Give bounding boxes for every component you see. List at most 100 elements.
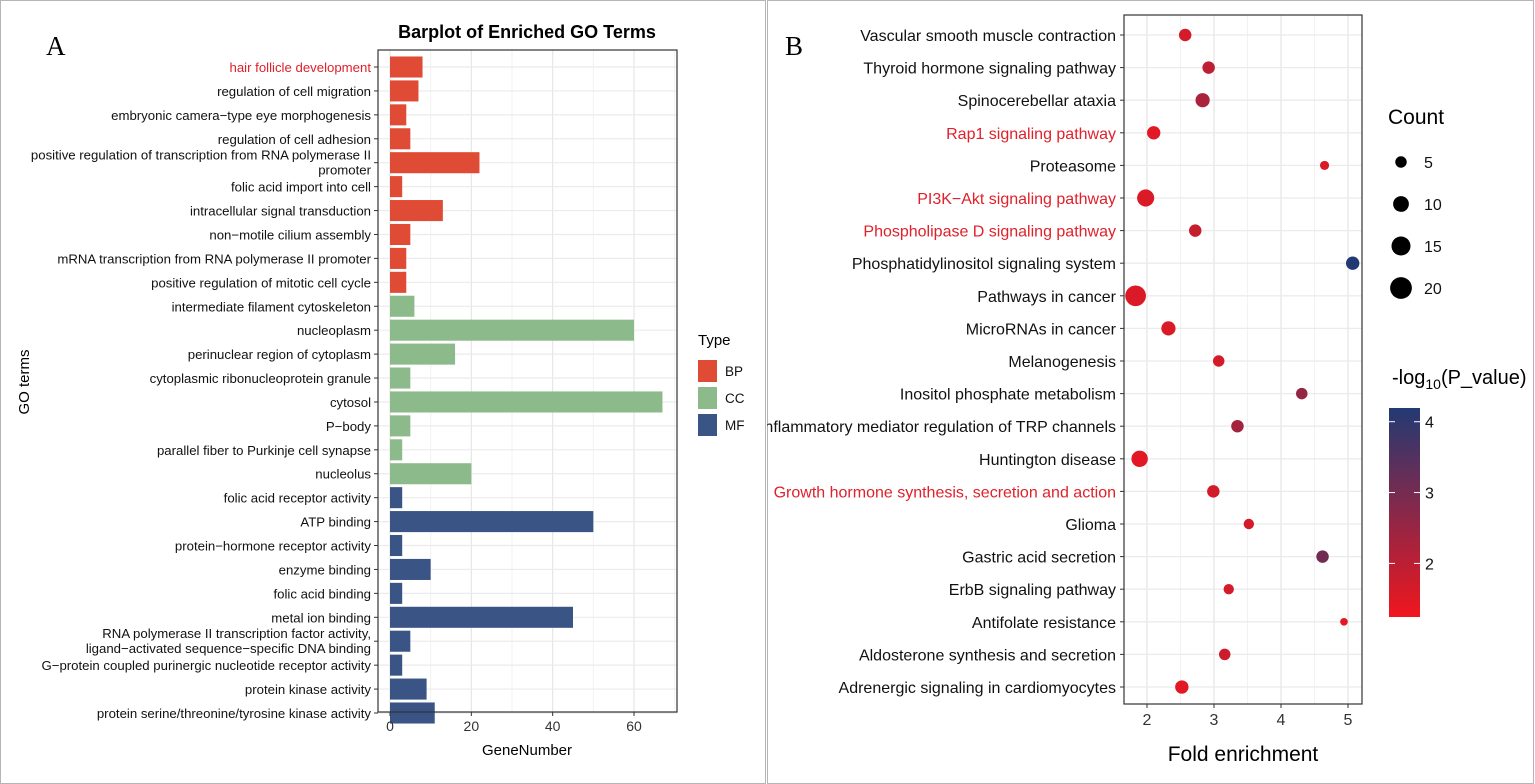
bar: [390, 367, 411, 389]
panel-b-x-axis-label: Fold enrichment: [1168, 743, 1319, 766]
y-tick-label: Rap1 signaling pathway: [946, 126, 1116, 143]
x-tick-label: 0: [386, 718, 394, 734]
legend-swatch: [698, 387, 717, 409]
point: [1178, 28, 1192, 42]
point: [1243, 518, 1255, 530]
panel-b-plot-border: [1123, 14, 1363, 705]
color-legend-bar: [1389, 408, 1420, 617]
y-tick-label: G−protein coupled purinergic nucleotide …: [41, 658, 371, 673]
panel-b-size-legend-title: Count: [1388, 106, 1444, 129]
size-legend-label: 15: [1424, 239, 1442, 256]
y-tick-label: nucleoplasm: [297, 323, 371, 338]
point: [1175, 680, 1189, 694]
panel-b-plot: Vascular smooth muscle contraction Thyroi…: [767, 14, 1442, 729]
y-tick-label: cytoplasmic ribonucleoprotein granule: [150, 371, 371, 386]
y-tick-label: mRNA transcription from RNA polymerase I…: [57, 251, 371, 266]
legend-label: BP: [725, 364, 743, 379]
point: [1131, 450, 1148, 468]
bar: [390, 200, 443, 222]
bar: [390, 56, 423, 78]
y-tick-label: positive regulation of mitotic cell cycl…: [151, 275, 371, 290]
y-tick-label: non−motile cilium assembly: [209, 227, 371, 242]
y-tick-label: enzyme binding: [279, 562, 371, 577]
point: [1137, 189, 1155, 207]
bar: [390, 104, 407, 126]
y-tick-label: regulation of cell migration: [217, 84, 371, 99]
y-tick-label-line: positive regulation of transcription fro…: [31, 148, 371, 163]
size-legend-dot: [1395, 156, 1407, 168]
point: [1218, 648, 1231, 661]
size-legend-dot: [1390, 277, 1412, 299]
y-tick-label: Pathways in cancer: [977, 289, 1116, 306]
panel-b-chart: B Fold enrichment Count -log10(P_value) …: [767, 0, 1534, 784]
y-tick-label: parallel fiber to Purkinje cell synapse: [157, 443, 371, 458]
y-tick-label: Inflammatory mediator regulation of TRP …: [767, 419, 1116, 436]
bar: [390, 128, 411, 150]
size-legend-dot: [1393, 196, 1409, 212]
y-tick-label: protein−hormone receptor activity: [175, 539, 371, 554]
point: [1202, 61, 1215, 74]
y-tick-label: positive regulation of transcription fro…: [31, 148, 372, 178]
color-legend-title-prefix: -log: [1392, 367, 1425, 389]
size-legend-label: 5: [1424, 155, 1433, 172]
color-legend-label: 2: [1425, 556, 1434, 573]
y-tick-label: Spinocerebellar ataxia: [958, 93, 1116, 110]
panel-b-plot-background: [1124, 15, 1362, 704]
color-legend-title-sub: 10: [1425, 376, 1441, 392]
y-tick-label: ATP binding: [300, 515, 371, 530]
y-tick-label: Phospholipase D signaling pathway: [863, 224, 1116, 241]
bar: [390, 247, 407, 269]
panel-b-letter: B: [785, 31, 803, 61]
y-tick-label: hair follicle development: [230, 60, 372, 75]
y-tick-label: Vascular smooth muscle contraction: [860, 28, 1116, 45]
y-tick-label: Antifolate resistance: [972, 615, 1116, 632]
point: [1316, 550, 1329, 563]
y-tick-label: Growth hormone synthesis, secretion and …: [774, 484, 1116, 501]
legend-label: MF: [725, 418, 745, 433]
y-tick-label: Inositol phosphate metabolism: [900, 387, 1116, 404]
size-legend-dot: [1391, 236, 1411, 256]
y-tick-label: Adrenergic signaling in cardiomyocytes: [839, 680, 1116, 697]
point: [1212, 355, 1225, 367]
y-tick-label: Huntington disease: [979, 452, 1116, 469]
y-tick-label: P−body: [326, 419, 372, 434]
point: [1161, 321, 1176, 336]
y-tick-label: folic acid binding: [273, 586, 371, 601]
color-legend-label: 3: [1425, 486, 1434, 503]
point: [1340, 617, 1348, 626]
point: [1207, 485, 1220, 498]
y-tick-label: Proteasome: [1030, 158, 1116, 175]
x-tick-label: 4: [1277, 712, 1286, 729]
bar: [390, 271, 407, 293]
x-tick-label: 2: [1143, 712, 1152, 729]
panel-a-legend-title: Type: [698, 332, 731, 349]
bar: [390, 678, 427, 700]
y-tick-label: nucleolus: [315, 467, 371, 482]
bar: [390, 391, 663, 413]
bar: [390, 558, 431, 580]
panel-a-plot-border: [377, 49, 678, 713]
legend-swatch: [698, 360, 717, 382]
y-tick-label: Gastric acid secretion: [962, 550, 1116, 567]
panel-a-x-axis-label: GeneNumber: [482, 742, 572, 759]
x-tick-label: 20: [464, 718, 480, 734]
y-tick-label: regulation of cell adhesion: [218, 132, 371, 147]
y-tick-label: perinuclear region of cytoplasm: [188, 347, 371, 362]
point: [1296, 387, 1308, 400]
bar: [390, 654, 403, 676]
bar: [390, 295, 415, 317]
bar: [390, 630, 411, 652]
bar: [390, 511, 594, 533]
y-tick-label: folic acid import into cell: [231, 180, 371, 195]
point: [1319, 160, 1330, 170]
bar: [390, 343, 456, 365]
y-tick-label-line: ligand−activated sequence−specific DNA b…: [86, 641, 371, 656]
point: [1231, 419, 1244, 433]
y-tick-label: cytosol: [330, 395, 371, 410]
y-tick-label: Aldosterone synthesis and secretion: [859, 647, 1116, 664]
bar: [390, 582, 403, 604]
y-tick-label: folic acid receptor activity: [224, 491, 372, 506]
panel-a-letter: A: [46, 31, 66, 61]
bar: [390, 176, 403, 198]
